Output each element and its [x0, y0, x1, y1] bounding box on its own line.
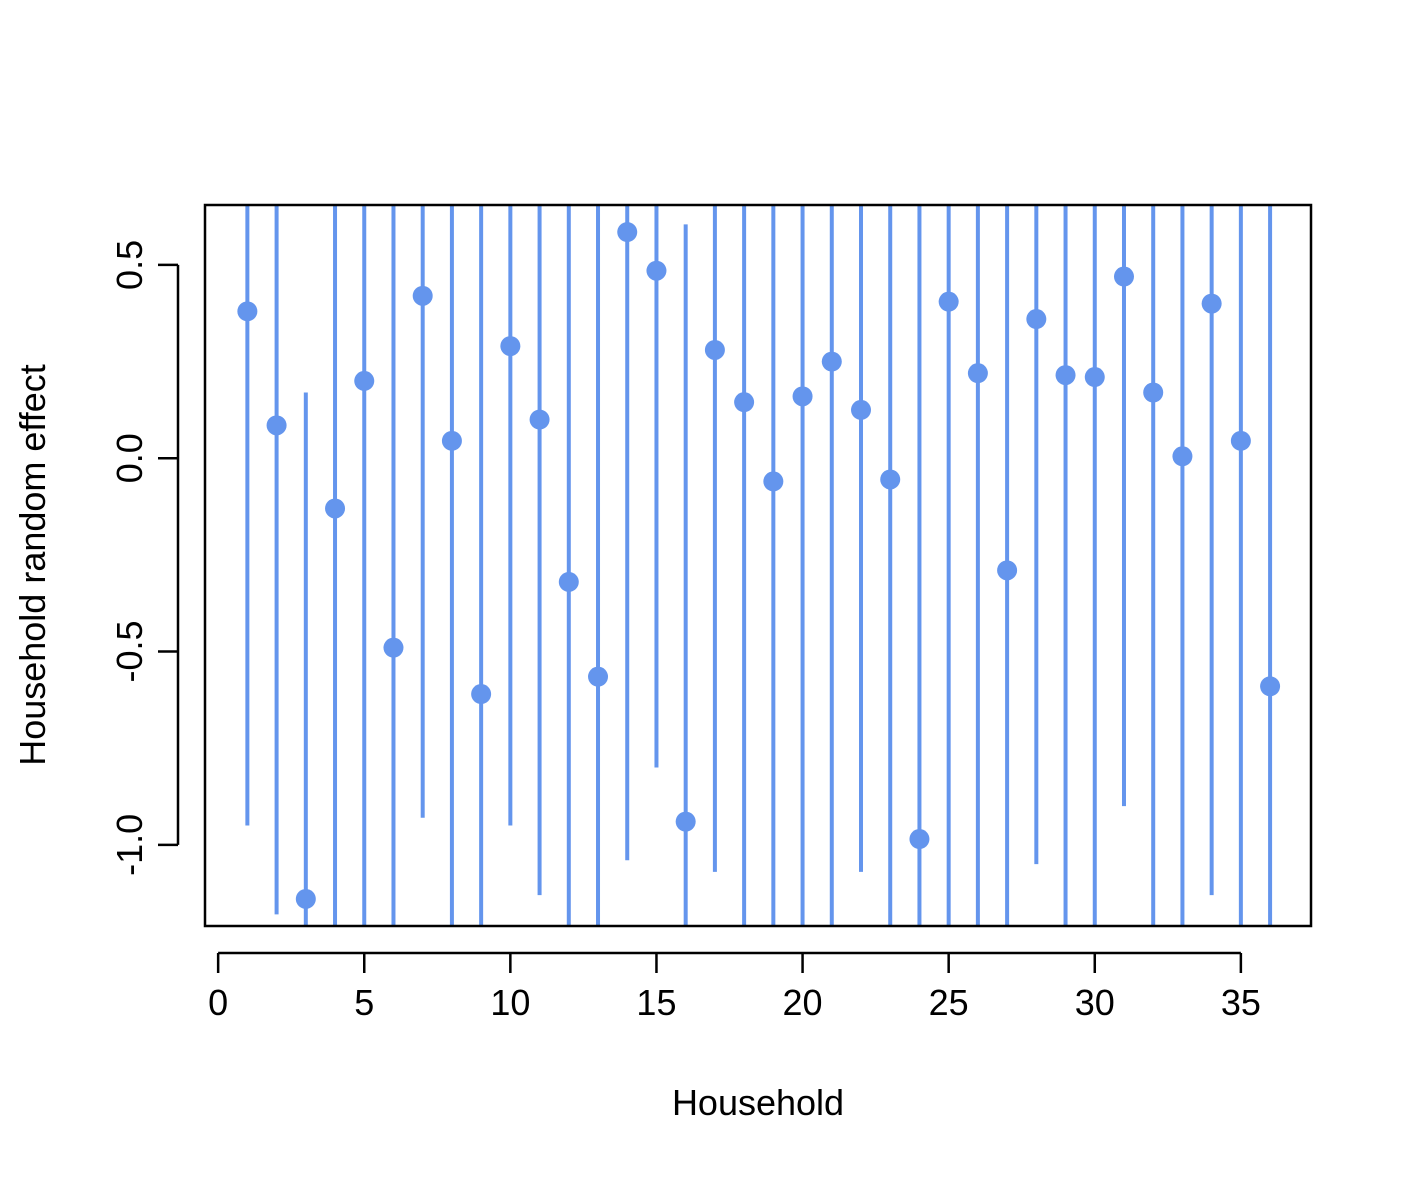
- y-tick-label-0: -1.0: [109, 814, 150, 876]
- x-tick-label-15: 15: [636, 982, 676, 1023]
- y-axis: -1.0 -0.5 0.0 0.5: [109, 240, 180, 876]
- data-point-9: [471, 684, 492, 705]
- data-point-21: [821, 351, 842, 372]
- data-point-5: [354, 370, 375, 391]
- data-point-17: [704, 339, 725, 360]
- y-tick-label-3: 0.5: [109, 240, 150, 290]
- data-point-24: [909, 829, 930, 850]
- data-point-16: [675, 811, 696, 832]
- data-point-31: [1113, 266, 1134, 287]
- data-point-33: [1172, 446, 1193, 467]
- data-point-28: [1026, 309, 1047, 330]
- x-tick-label-20: 20: [783, 982, 823, 1023]
- data-point-11: [529, 409, 550, 430]
- data-point-1: [237, 301, 258, 322]
- y-axis-title: Household random effect: [12, 364, 53, 766]
- data-point-25: [938, 291, 959, 312]
- data-point-15: [646, 260, 667, 281]
- data-point-35: [1230, 430, 1251, 451]
- data-point-20: [792, 386, 813, 407]
- data-point-34: [1201, 293, 1222, 314]
- data-point-2: [266, 415, 287, 436]
- x-axis-title: Household: [672, 1082, 844, 1123]
- x-tick-label-10: 10: [490, 982, 530, 1023]
- data-point-22: [851, 399, 872, 420]
- data-point-8: [441, 430, 462, 451]
- data-point-13: [588, 666, 609, 687]
- data-point-30: [1084, 367, 1105, 388]
- y-tick-label-2: 0.0: [109, 433, 150, 483]
- data-point-32: [1143, 382, 1164, 403]
- x-tick-label-0: 0: [208, 982, 228, 1023]
- data-point-18: [734, 392, 755, 413]
- data-point-26: [967, 363, 988, 384]
- data-point-14: [617, 222, 638, 243]
- data-point-4: [325, 498, 346, 519]
- x-tick-label-35: 35: [1221, 982, 1261, 1023]
- x-axis: 0 5 10 15 20 25 30 35: [208, 951, 1261, 1023]
- data-point-29: [1055, 365, 1076, 386]
- data-point-7: [412, 285, 433, 306]
- x-tick-label-5: 5: [354, 982, 374, 1023]
- data-point-10: [500, 336, 521, 357]
- data-point-27: [997, 560, 1018, 581]
- data-point-12: [558, 571, 579, 592]
- data-point-6: [383, 637, 404, 658]
- data-point-23: [880, 469, 901, 490]
- x-tick-label-25: 25: [929, 982, 969, 1023]
- data-point-19: [763, 471, 784, 492]
- x-tick-label-30: 30: [1075, 982, 1115, 1023]
- marks-layer: [237, 205, 1281, 926]
- plot-frame: [203, 203, 1313, 928]
- data-point-36: [1260, 676, 1281, 697]
- y-tick-label-1: -0.5: [109, 620, 150, 682]
- data-point-3: [295, 888, 316, 909]
